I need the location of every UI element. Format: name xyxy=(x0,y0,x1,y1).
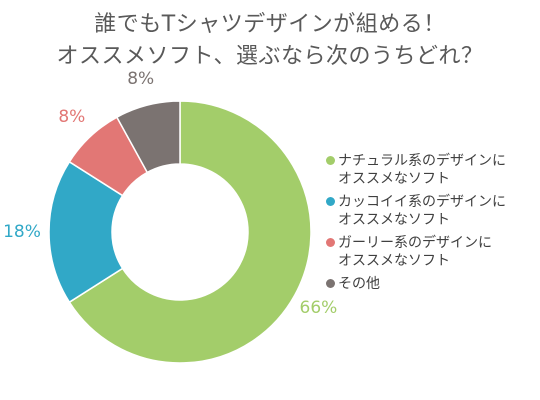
legend-label-line: ナチュラル系のデザインに xyxy=(338,153,506,169)
legend-label-line: オススメなソフト xyxy=(338,253,450,269)
legend-label-line: ガーリー系のデザインに xyxy=(338,235,492,251)
chart-legend: ナチュラル系のデザインに オススメなソフト カッコイイ系のデザインに オススメな… xyxy=(326,152,536,298)
legend-item: カッコイイ系のデザインに オススメなソフト xyxy=(326,193,536,229)
chart-title-line-1: 誰でもTシャツデザインが組める！ xyxy=(94,12,446,37)
donut-slice xyxy=(115,100,181,174)
legend-label-line: カッコイイ系のデザインに xyxy=(338,194,506,210)
legend-swatch xyxy=(326,197,335,206)
legend-swatch xyxy=(326,279,335,288)
legend-label-line: オススメなソフト xyxy=(338,212,450,228)
legend-swatch xyxy=(326,156,335,165)
legend-label-line: その他 xyxy=(338,276,380,292)
slice-data-label: 8% xyxy=(127,69,154,89)
legend-item: ナチュラル系のデザインに オススメなソフト xyxy=(326,152,536,188)
legend-item: ガーリー系のデザインに オススメなソフト xyxy=(326,234,536,270)
slice-data-label: 18% xyxy=(3,222,41,242)
legend-swatch xyxy=(326,238,335,247)
legend-label-line: オススメなソフト xyxy=(338,171,450,187)
legend-item: その他 xyxy=(326,275,536,293)
chart-title-line-2: オススメソフト、選ぶなら次のうちどれ？ xyxy=(56,44,484,69)
slice-data-label: 8% xyxy=(58,107,85,127)
slice-data-label: 66% xyxy=(300,298,338,318)
donut-slice xyxy=(68,100,312,364)
